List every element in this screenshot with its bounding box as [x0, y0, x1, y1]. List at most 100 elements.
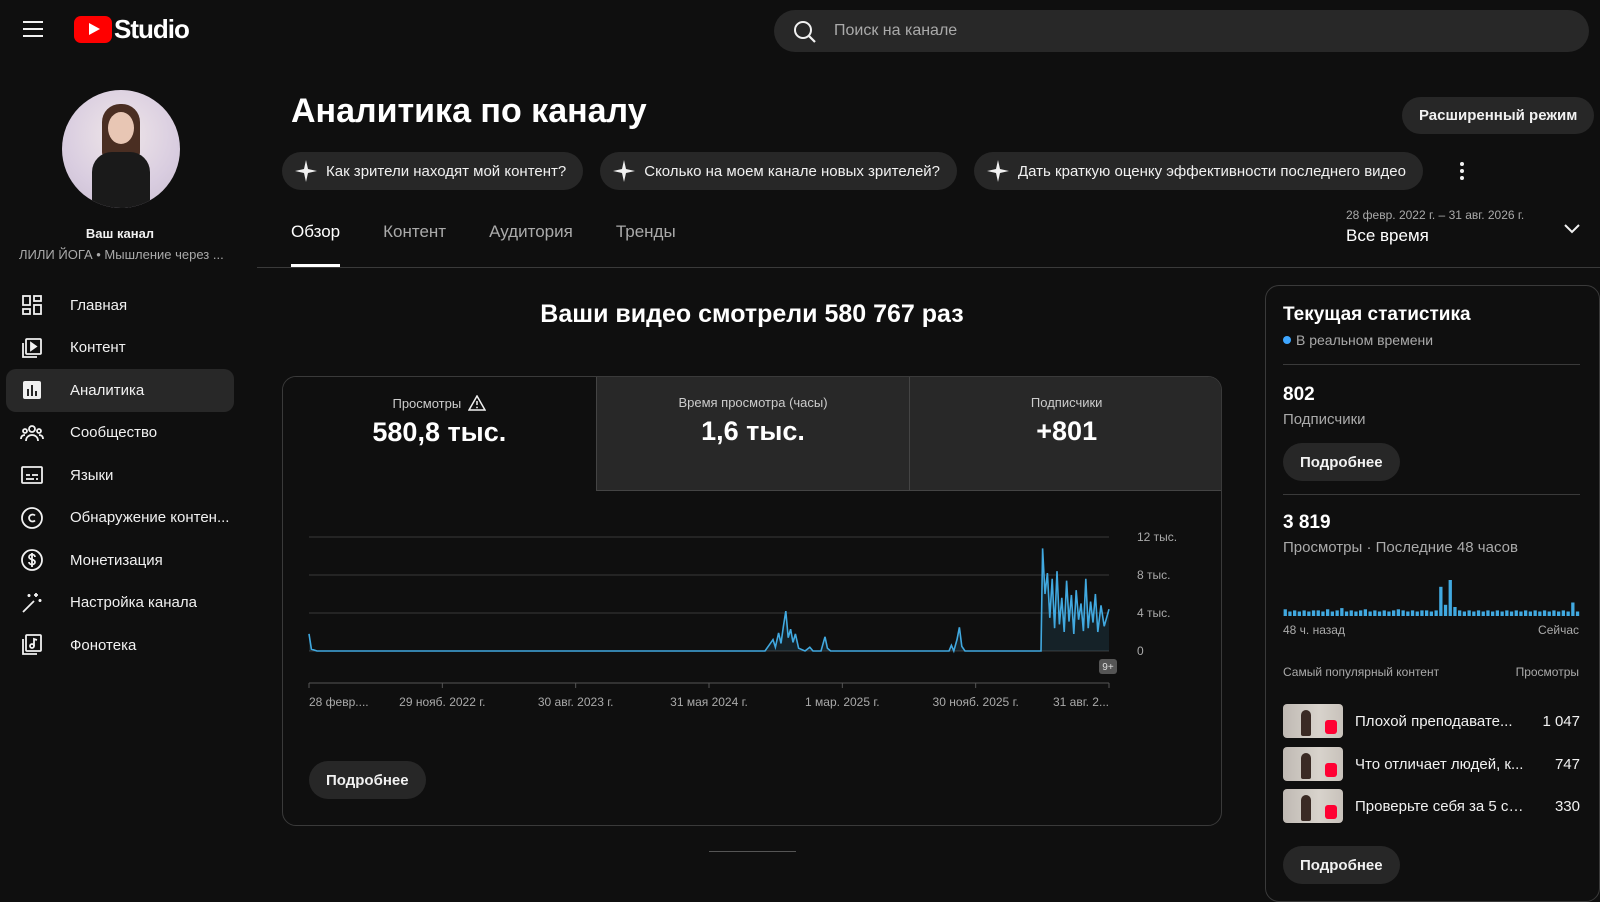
spark-bar — [1382, 610, 1386, 616]
sparkle-icon — [613, 160, 636, 182]
advanced-mode-button[interactable]: Расширенный режим — [1402, 97, 1595, 134]
search-icon[interactable] — [792, 19, 818, 45]
realtime-bar-chart[interactable] — [1283, 576, 1580, 616]
x-tick-label: 31 мая 2024 г. — [670, 695, 748, 709]
divider — [709, 851, 796, 852]
spark-bar — [1458, 610, 1462, 616]
date-period-label[interactable]: Все время — [1346, 226, 1429, 245]
menu-button[interactable] — [18, 16, 48, 44]
sidebar-item-audio-library[interactable]: Фонотека — [6, 624, 234, 667]
spark-bar — [1453, 607, 1457, 616]
suggestion-chip[interactable]: Как зрители находят мой контент? — [282, 152, 584, 190]
top-content-row[interactable]: Плохой преподавате... 1 047 — [1283, 704, 1580, 738]
spark-bar — [1505, 610, 1509, 616]
sidebar-item-languages[interactable]: Языки — [6, 454, 234, 497]
spark-bar — [1373, 610, 1377, 616]
sidebar-item-label: Главная — [70, 296, 128, 314]
sidebar-item-monetization[interactable]: Монетизация — [6, 539, 234, 582]
top-content-header: Самый популярный контент — [1283, 665, 1440, 679]
divider — [1283, 364, 1580, 365]
y-tick-label: 4 тыс. — [1137, 606, 1170, 620]
thumbnail-figure — [1301, 795, 1311, 821]
x-tick-label: 30 нояб. 2025 г. — [933, 695, 1019, 709]
spark-bar — [1321, 611, 1325, 616]
sidebar-item-label: Языки — [70, 466, 114, 484]
subscribers-more-button[interactable]: Подробнее — [1283, 443, 1400, 481]
video-title: Проверьте себя за 5 се... — [1355, 797, 1527, 815]
spark-bar — [1288, 611, 1292, 616]
sidebar-item-dashboard[interactable]: Главная — [6, 284, 234, 327]
top-content-row[interactable]: Что отличает людей, к... 747 — [1283, 747, 1580, 781]
sparkle-icon — [987, 160, 1010, 182]
more-options-button[interactable] — [1450, 156, 1474, 186]
sidebar-item-label: Монетизация — [70, 551, 163, 569]
see-more-button[interactable]: Подробнее — [309, 761, 426, 799]
youtube-play-icon — [74, 16, 112, 43]
spark-bar — [1377, 611, 1382, 616]
subtitles-icon — [20, 463, 44, 487]
spark-bar — [1528, 611, 1532, 616]
badge — [1099, 659, 1117, 674]
tab-content[interactable]: Контент — [383, 222, 447, 241]
spark-bar — [1557, 611, 1561, 616]
spark-bar — [1349, 610, 1353, 616]
sidebar-item-label: Фонотека — [70, 636, 137, 654]
chevron-down-icon[interactable] — [1562, 222, 1582, 236]
metric-views[interactable]: Просмотры 580,8 тыс. — [283, 377, 596, 491]
x-tick-label: 30 авг. 2023 г. — [538, 695, 614, 709]
spark-bar — [1307, 611, 1311, 616]
metric-label-row: Просмотры — [283, 395, 596, 411]
suggestion-chip[interactable]: Сколько на моем канале новых зрителей? — [600, 152, 958, 190]
top-content-views-header: Просмотры — [1515, 665, 1579, 679]
avatar-body — [92, 152, 150, 208]
hamburger-icon — [23, 21, 43, 23]
magic-wand-icon — [20, 591, 44, 615]
spark-bar — [1425, 610, 1429, 616]
spark-bar — [1368, 611, 1372, 616]
studio-logo[interactable]: Studio — [74, 14, 190, 45]
spark-bar — [1519, 611, 1523, 616]
avatar[interactable] — [62, 90, 180, 208]
spark-bar — [1410, 610, 1415, 616]
analytics-icon — [20, 378, 44, 402]
spark-bar — [1486, 610, 1490, 616]
spark-bar — [1429, 611, 1433, 616]
tab-audience[interactable]: Аудитория — [489, 222, 573, 241]
more-vert-dot — [1460, 169, 1464, 173]
views-count: 3 819 — [1283, 512, 1331, 533]
sidebar-item-community[interactable]: Сообщество — [6, 412, 234, 455]
metric-subscribers[interactable]: Подписчики +801 — [909, 377, 1221, 491]
video-thumbnail — [1283, 747, 1343, 781]
spark-bar — [1283, 609, 1287, 616]
top-content-row[interactable]: Проверьте себя за 5 се... 330 — [1283, 789, 1580, 823]
metric-value: +801 — [1036, 416, 1098, 446]
spark-bar — [1392, 610, 1396, 616]
hamburger-icon-bar — [23, 28, 43, 30]
metric-watch-time[interactable]: Время просмотра (часы) 1,6 тыс. — [595, 377, 910, 491]
tab-overview[interactable]: Обзор — [291, 222, 341, 267]
shorts-icon — [1325, 805, 1337, 819]
warning-icon[interactable] — [468, 395, 487, 411]
y-tick-label: 12 тыс. — [1137, 530, 1177, 544]
views-line-chart[interactable]: 12 тыс. 8 тыс. 4 тыс. 0 28 февр.... 29 нояб. … — [283, 491, 1222, 741]
search-input[interactable] — [834, 10, 1554, 52]
logo-text: Studio — [114, 14, 190, 44]
metric-value: 580,8 тыс. — [372, 417, 507, 447]
spark-bar — [1566, 611, 1570, 616]
top-content-more-button[interactable]: Подробнее — [1283, 846, 1400, 884]
video-thumbnail — [1283, 789, 1343, 823]
spark-bar — [1472, 611, 1476, 616]
chip-label: Сколько на моем канале новых зрителей? — [644, 162, 941, 180]
sidebar-item-content[interactable]: Контент — [6, 327, 234, 370]
tab-trends[interactable]: Тренды — [615, 222, 676, 241]
sidebar-item-analytics[interactable]: Аналитика — [6, 369, 234, 412]
spark-bar — [1571, 602, 1575, 616]
sidebar-item-label: Сообщество — [70, 424, 158, 442]
spark-bar — [1500, 611, 1504, 616]
sidebar-item-customization[interactable]: Настройка канала — [6, 582, 234, 625]
date-range[interactable]: 28 февр. 2022 г. – 31 авг. 2026 г. — [1346, 208, 1525, 222]
spark-bar — [1354, 611, 1358, 616]
suggestion-chip[interactable]: Дать краткую оценку эффективности послед… — [974, 152, 1423, 190]
sidebar-item-content-detection[interactable]: Обнаружение контен... — [6, 497, 234, 540]
spark-bar — [1316, 610, 1320, 616]
